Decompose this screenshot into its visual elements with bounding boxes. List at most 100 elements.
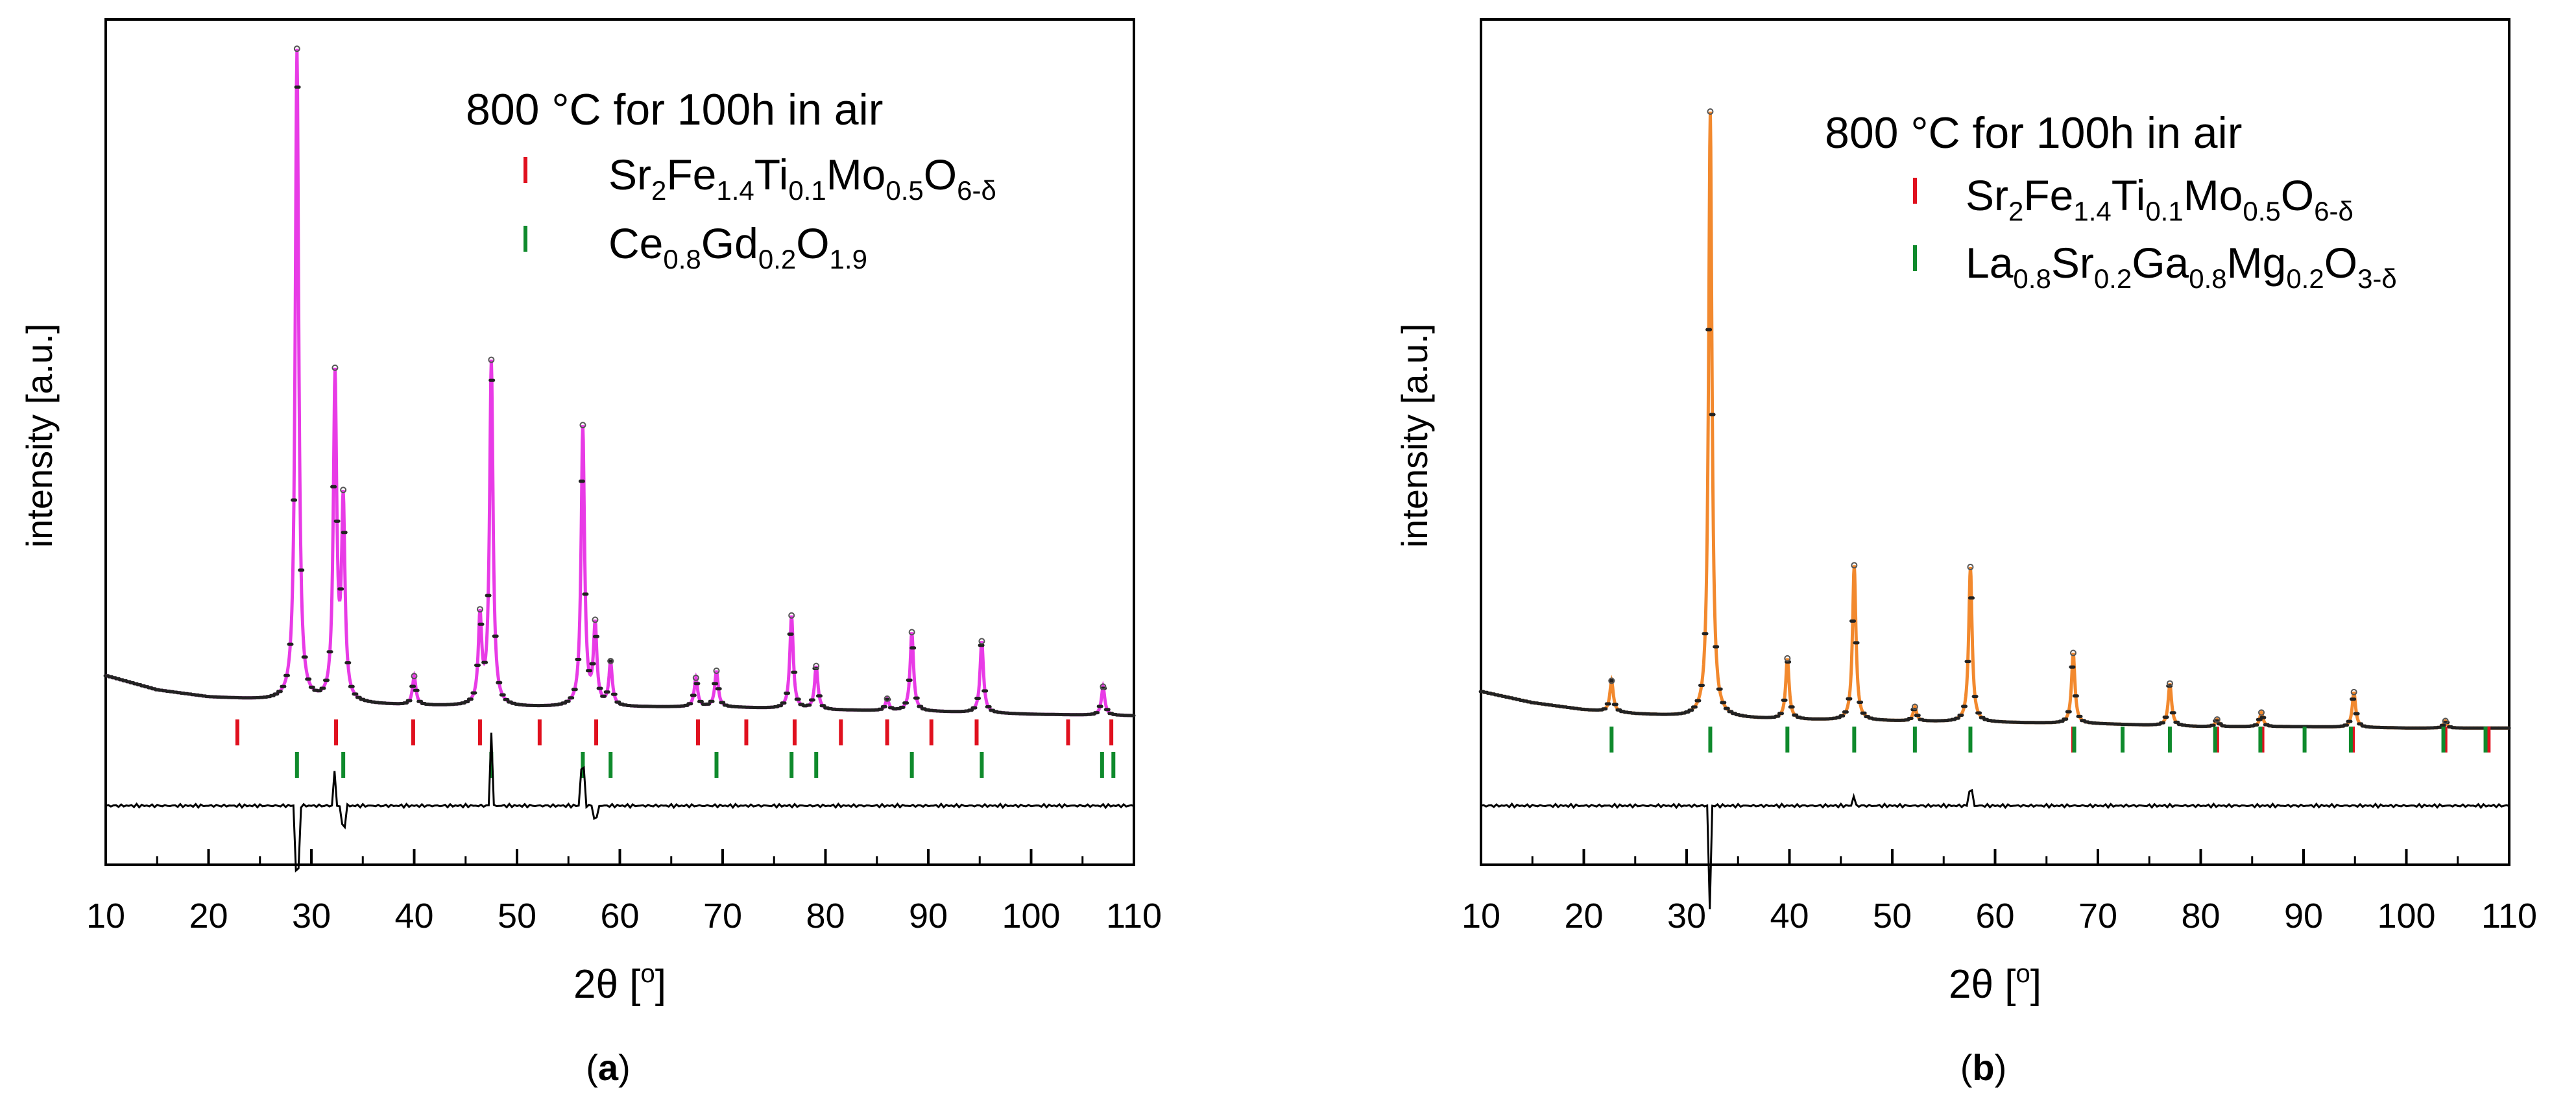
- panel-caption-paren-close: ): [618, 1047, 631, 1088]
- peak-observed-point: [813, 662, 820, 669]
- x-tick-label: 80: [2181, 897, 2220, 935]
- calculated-profile: [105, 49, 1135, 717]
- legend-text: O: [796, 219, 829, 267]
- x-tick-label: 30: [292, 897, 331, 935]
- difference-curve: [104, 732, 1135, 873]
- x-axis-label-suffix: ]: [2030, 962, 2041, 1007]
- x-tick-label: 10: [1462, 897, 1500, 935]
- peak-observed-point: [1707, 108, 1714, 115]
- legend-text: Sr: [1966, 171, 2008, 219]
- peak-observed-point: [293, 45, 300, 53]
- peak-observed-point: [1967, 564, 1974, 571]
- x-tick-label: 110: [1106, 897, 1162, 935]
- x-tick-label: 20: [189, 897, 228, 935]
- legend-text: Mo: [2184, 171, 2243, 219]
- peak-observed-point: [592, 616, 599, 623]
- legend-text: Fe: [666, 151, 716, 199]
- x-axis-label-suffix: ]: [655, 962, 666, 1007]
- peak-observed-point: [713, 667, 720, 674]
- peak-observed-point: [2069, 649, 2076, 657]
- observed-data-points: [103, 85, 1136, 717]
- legend-subscript: 1.9: [830, 244, 867, 274]
- peak-observed-point: [488, 356, 495, 363]
- legend-text: Mo: [826, 151, 886, 199]
- peak-observed-point: [908, 629, 915, 636]
- legend-text: O: [924, 151, 957, 199]
- x-axis-label: 2θ [o]: [1949, 959, 2041, 1007]
- legend-text: Ti: [2112, 171, 2146, 219]
- peak-observed-point: [1100, 683, 1107, 690]
- x-axis-label-superscript: o: [640, 959, 655, 988]
- legend-subscript: 6-δ: [957, 175, 996, 206]
- y-axis-label: intensity [a.u.]: [19, 324, 60, 548]
- legend-text: O: [2281, 171, 2314, 219]
- legend-text: Ti: [754, 151, 789, 199]
- legend-subscript: 0.2: [2286, 263, 2324, 294]
- legend-text: Sr: [608, 151, 651, 199]
- legend-subscript: 0.5: [2243, 196, 2280, 226]
- panel-a: 10 20 30 40 50 60 70 80 90 100 110 2θ [o] intensity …: [19, 18, 1162, 1088]
- peak-observed-point: [607, 657, 614, 664]
- peak-observed-point: [1784, 655, 1791, 662]
- legend-text: Fe: [2023, 171, 2073, 219]
- legend-subscript: 1.4: [2073, 196, 2111, 226]
- peak-observed-point: [2166, 680, 2173, 687]
- x-tick-label: 70: [703, 897, 742, 935]
- plot-frame: [104, 18, 1135, 866]
- panel-caption: (a): [586, 1047, 630, 1088]
- x-tick-label: 10: [86, 897, 125, 935]
- observed-data-points: [1478, 328, 2511, 730]
- x-tick-label: 90: [909, 897, 948, 935]
- peak-observed-point: [411, 673, 418, 680]
- x-tick-label: 40: [394, 897, 433, 935]
- difference-curve: [1480, 788, 2510, 910]
- legend-label-0: Sr2Fe1.4Ti0.1Mo0.5O6-δ: [608, 151, 996, 206]
- panel-caption-paren-open: (: [586, 1047, 598, 1088]
- x-axis-label: 2θ [o]: [573, 959, 666, 1007]
- legend-text: La: [1966, 239, 2014, 287]
- x-tick-label: 50: [1873, 897, 1912, 935]
- legend-subscript: 0.5: [885, 175, 923, 206]
- y-axis-label: intensity [a.u.]: [1394, 324, 1435, 548]
- panel-caption-letter: a: [598, 1047, 619, 1088]
- legend-subscript: 0.2: [758, 244, 796, 274]
- legend-subscript: 0.1: [2145, 196, 2183, 226]
- legend-subscript: 0.8: [2189, 263, 2226, 294]
- x-tick-label: 70: [2078, 897, 2117, 935]
- x-tick-label: 20: [1564, 897, 1603, 935]
- peak-observed-point: [884, 695, 891, 703]
- panel-caption-paren-open: (: [1960, 1047, 1973, 1088]
- x-tick-label: 110: [2481, 897, 2537, 935]
- legend-text: Sr: [2051, 239, 2094, 287]
- peak-observed-point: [340, 487, 347, 494]
- legend-text: Ce: [608, 219, 663, 267]
- peak-observed-point: [2213, 716, 2221, 723]
- legend-subscript: 2: [651, 175, 666, 206]
- x-tick-label: 60: [600, 897, 639, 935]
- peak-observed-point: [2442, 717, 2449, 725]
- legend-subscript: 0.8: [2013, 263, 2051, 294]
- legend-subscript: 2: [2008, 196, 2023, 226]
- condition-annotation: 800 °C for 100h in air: [1825, 108, 2242, 158]
- peak-observed-point: [1911, 703, 1918, 710]
- peak-observed-point: [2258, 709, 2265, 716]
- legend-subscript: 3-δ: [2357, 263, 2397, 294]
- peak-observed-point: [579, 422, 586, 429]
- peak-observed-point: [978, 638, 985, 645]
- peak-observed-point: [2350, 688, 2357, 695]
- x-tick-label: 40: [1770, 897, 1809, 935]
- panel-b: 10 20 30 40 50 60 70 80 90 100 110 2θ [o] intensity …: [1394, 18, 2537, 1088]
- panel-caption-paren-close: ): [1995, 1047, 2007, 1088]
- x-tick-label: 100: [1002, 897, 1060, 935]
- legend-subscript: 0.2: [2094, 263, 2132, 294]
- panel-caption-letter: b: [1972, 1047, 1994, 1088]
- x-tick-label: 100: [2377, 897, 2435, 935]
- peak-observed-point: [1608, 677, 1615, 684]
- legend-subscript: 1.4: [716, 175, 754, 206]
- peak-observed-point: [788, 612, 795, 619]
- legend-text: Mg: [2227, 239, 2287, 287]
- legend-label-1: Ce0.8Gd0.2O1.9: [608, 219, 867, 274]
- peak-observed-point: [692, 674, 699, 681]
- x-axis-label-superscript: o: [2016, 959, 2030, 988]
- x-axis-label-prefix: 2θ [: [573, 962, 640, 1007]
